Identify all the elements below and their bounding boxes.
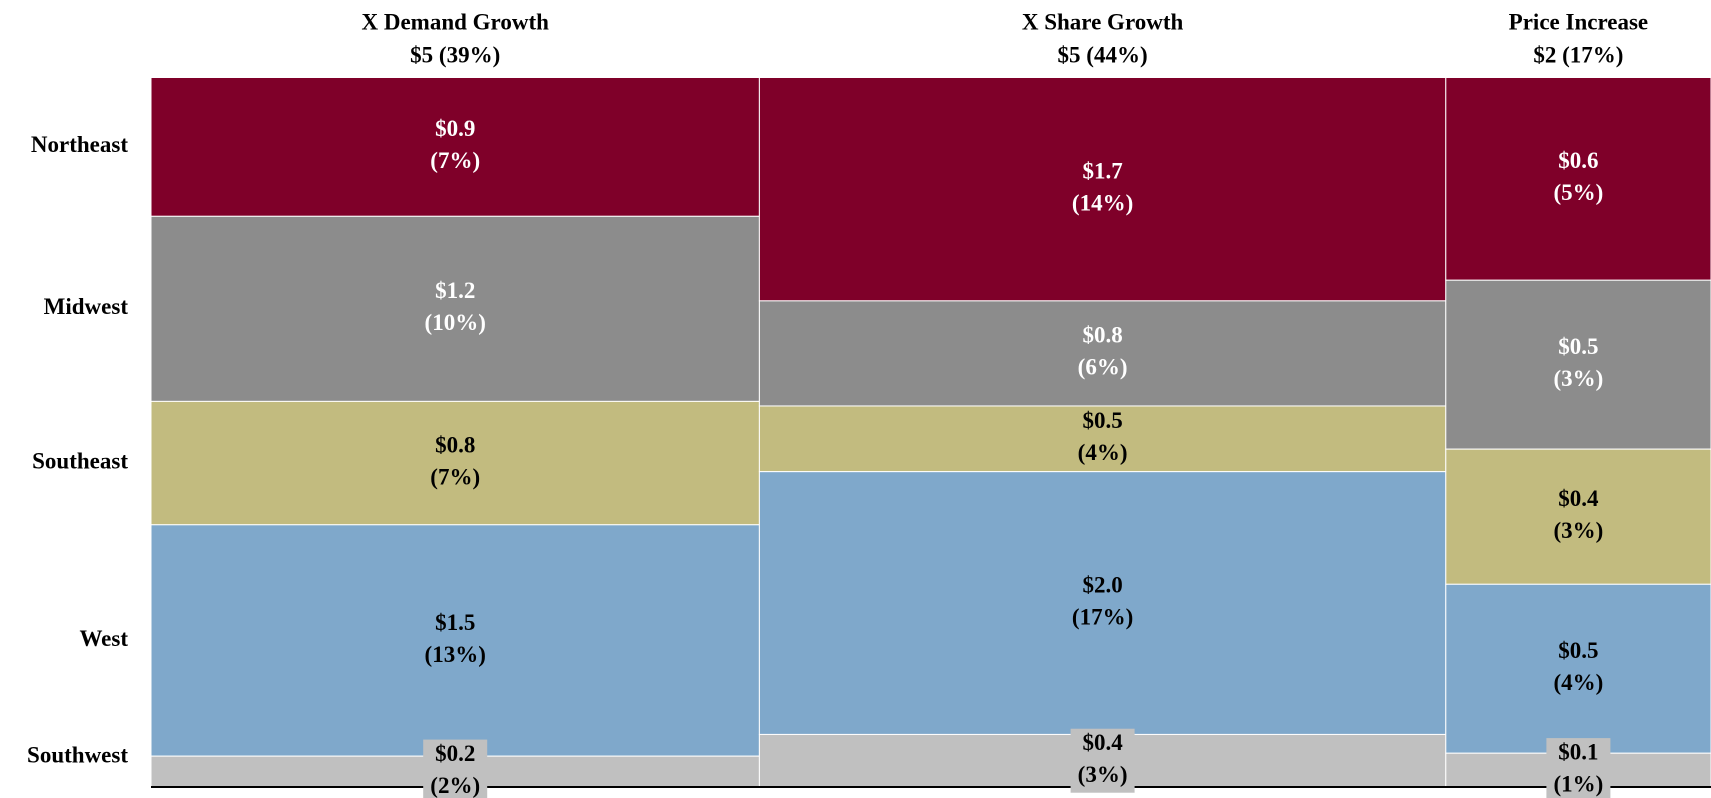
column-total: $5 (44%) bbox=[1058, 42, 1148, 67]
share-label: (14%) bbox=[1072, 190, 1133, 215]
segment bbox=[1445, 77, 1711, 281]
share-label: (4%) bbox=[1078, 440, 1128, 465]
value-label: $0.5 bbox=[1558, 334, 1598, 359]
label-background bbox=[1070, 728, 1135, 793]
segment bbox=[150, 77, 760, 217]
value-label: $0.9 bbox=[435, 116, 475, 141]
share-label: (6%) bbox=[1078, 355, 1128, 380]
segment bbox=[150, 400, 760, 526]
row-label: Midwest bbox=[44, 294, 129, 319]
label-background bbox=[1546, 738, 1611, 798]
segment bbox=[1445, 448, 1711, 585]
row-label: Northeast bbox=[31, 132, 128, 157]
value-label: $1.7 bbox=[1082, 158, 1122, 183]
value-label: $0.5 bbox=[1082, 408, 1122, 433]
value-label: $0.4 bbox=[1558, 486, 1599, 511]
share-label: (7%) bbox=[430, 148, 480, 173]
share-label: (3%) bbox=[1553, 366, 1603, 391]
value-label: $0.4 bbox=[1082, 730, 1123, 755]
share-label: (4%) bbox=[1553, 670, 1603, 695]
share-label: (10%) bbox=[425, 310, 486, 335]
segment bbox=[1445, 583, 1711, 754]
value-label: $0.8 bbox=[435, 432, 475, 457]
value-label: $1.2 bbox=[435, 278, 475, 303]
value-label: $0.1 bbox=[1558, 739, 1598, 764]
share-label: (3%) bbox=[1553, 518, 1603, 543]
label-background bbox=[423, 739, 488, 798]
segment bbox=[758, 300, 1447, 407]
value-label: $0.8 bbox=[1082, 323, 1122, 348]
share-label: (5%) bbox=[1553, 180, 1603, 205]
segment bbox=[758, 471, 1447, 735]
share-label: (3%) bbox=[1078, 762, 1128, 787]
share-label: (13%) bbox=[425, 642, 486, 667]
column-title: Price Increase bbox=[1509, 9, 1648, 34]
share-label: (1%) bbox=[1553, 771, 1603, 796]
value-label: $0.6 bbox=[1558, 148, 1598, 173]
column-title: X Share Growth bbox=[1022, 9, 1184, 34]
value-label: $0.5 bbox=[1558, 638, 1598, 663]
row-label: Southwest bbox=[27, 742, 128, 767]
segment bbox=[1445, 279, 1711, 450]
value-label: $2.0 bbox=[1082, 572, 1122, 597]
segment bbox=[150, 215, 760, 402]
column-title: X Demand Growth bbox=[361, 9, 549, 34]
value-label: $0.2 bbox=[435, 741, 475, 766]
column-total: $5 (39%) bbox=[410, 42, 500, 67]
share-label: (7%) bbox=[430, 464, 480, 489]
share-label: (17%) bbox=[1072, 604, 1133, 629]
row-label: West bbox=[79, 626, 128, 651]
row-label: Southeast bbox=[32, 448, 128, 473]
segment bbox=[150, 524, 760, 757]
column-total: $2 (17%) bbox=[1533, 42, 1623, 67]
segment bbox=[758, 77, 1447, 302]
share-label: (2%) bbox=[430, 773, 480, 798]
value-label: $1.5 bbox=[435, 610, 475, 635]
segment bbox=[758, 405, 1447, 473]
